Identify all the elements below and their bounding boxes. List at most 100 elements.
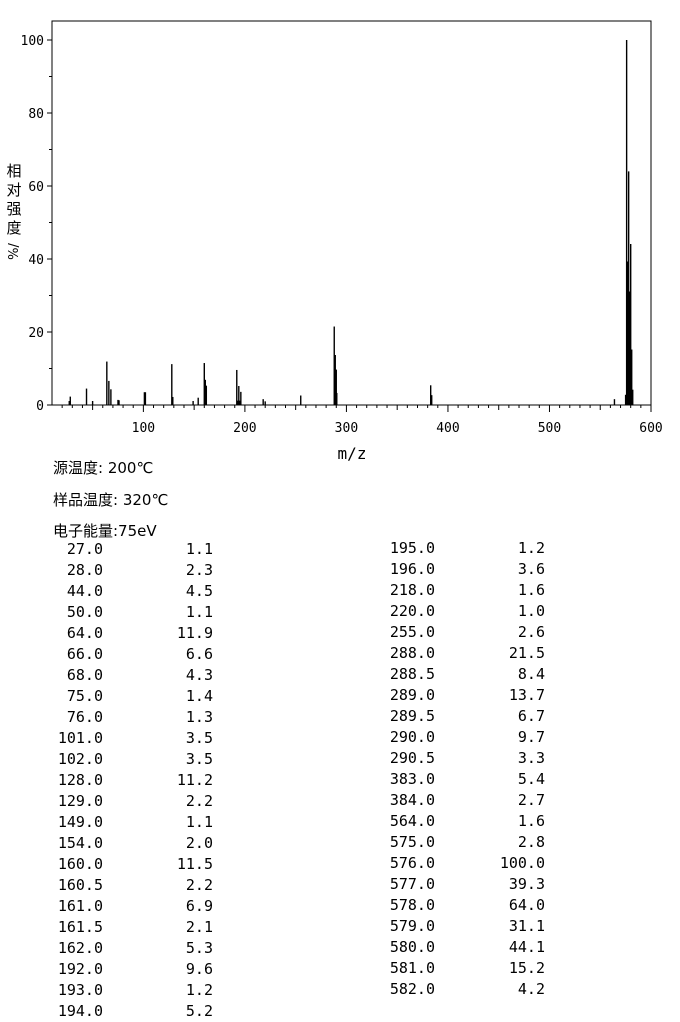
mz-value: 27.0: [66, 540, 103, 558]
peak-row: 581.0 15.2: [380, 958, 545, 979]
peak-row: 102.0 3.5: [50, 749, 213, 770]
mz-value: 195.0: [389, 539, 435, 557]
y-tick-label: 60: [28, 180, 44, 195]
peak-row: 27.0 1.1: [50, 539, 213, 560]
mz-value: 149.0: [57, 813, 103, 831]
peak-row: 579.0 31.1: [380, 916, 545, 937]
peak-row: 68.0 4.3: [50, 665, 213, 686]
mz-value: 162.0: [57, 939, 103, 957]
plot-frame: [51, 20, 652, 406]
mz-value: 192.0: [57, 960, 103, 978]
intensity-value: 13.7: [508, 686, 545, 704]
peak-row: 76.0 1.3: [50, 707, 213, 728]
peak-row: 64.0 11.9: [50, 623, 213, 644]
peak-row: 44.0 4.5: [50, 581, 213, 602]
y-tick-label: 80: [28, 107, 44, 122]
peak-row: 384.0 2.7: [380, 790, 545, 811]
intensity-value: 2.2: [185, 792, 213, 810]
x-tick-label: 100: [132, 421, 155, 436]
intensity-value: 1.2: [517, 539, 545, 557]
intensity-value: 3.3: [517, 749, 545, 767]
mz-value: 193.0: [57, 981, 103, 999]
intensity-value: 1.6: [517, 812, 545, 830]
peak-row: 154.0 2.0: [50, 833, 213, 854]
intensity-value: 44.1: [508, 938, 545, 956]
intensity-value: 5.2: [185, 1002, 213, 1020]
y-tick-label: 40: [28, 253, 44, 268]
x-tick-label: 400: [436, 421, 459, 436]
y-axis-label-char: 相: [6, 162, 22, 180]
intensity-value: 11.9: [176, 624, 213, 642]
mz-value: 384.0: [389, 791, 435, 809]
intensity-value: 39.3: [508, 875, 545, 893]
intensity-value: 3.5: [185, 729, 213, 747]
mz-value: 383.0: [389, 770, 435, 788]
peak-bars: [68, 40, 634, 405]
intensity-value: 100.0: [499, 854, 545, 872]
y-tick-label: 20: [28, 326, 44, 341]
intensity-value: 1.1: [185, 603, 213, 621]
peak-row: 220.0 1.0: [380, 601, 545, 622]
y-axis-label-char: 强: [6, 200, 22, 218]
y-tick-label: 100: [21, 34, 44, 49]
intensity-value: 2.3: [185, 561, 213, 579]
intensity-value: 1.4: [185, 687, 213, 705]
mz-value: 64.0: [66, 624, 103, 642]
mz-value: 76.0: [66, 708, 103, 726]
mz-value: 290.5: [389, 749, 435, 767]
mz-value: 581.0: [389, 959, 435, 977]
peak-row: 101.0 3.5: [50, 728, 213, 749]
peak-row: 193.0 1.2: [50, 980, 213, 1001]
intensity-value: 2.6: [517, 623, 545, 641]
intensity-value: 15.2: [508, 959, 545, 977]
mz-value: 289.5: [389, 707, 435, 725]
intensity-value: 8.4: [517, 665, 545, 683]
peak-row: 577.0 39.3: [380, 874, 545, 895]
mz-value: 160.5: [57, 876, 103, 894]
mz-value: 102.0: [57, 750, 103, 768]
y-axis-unit: %/: [6, 243, 22, 260]
peak-row: 50.0 1.1: [50, 602, 213, 623]
peak-row: 128.0 11.2: [50, 770, 213, 791]
intensity-value: 6.6: [185, 645, 213, 663]
peak-row: 28.0 2.3: [50, 560, 213, 581]
mz-value: 218.0: [389, 581, 435, 599]
peak-row: 255.0 2.6: [380, 622, 545, 643]
intensity-value: 9.7: [517, 728, 545, 746]
peak-row: 162.0 5.3: [50, 938, 213, 959]
peak-row: 161.0 6.9: [50, 896, 213, 917]
peak-row: 66.0 6.6: [50, 644, 213, 665]
mz-value: 161.5: [57, 918, 103, 936]
x-tick-label: 300: [335, 421, 358, 436]
mz-value: 44.0: [66, 582, 103, 600]
intensity-value: 1.1: [185, 540, 213, 558]
intensity-value: 6.9: [185, 897, 213, 915]
intensity-value: 2.2: [185, 876, 213, 894]
mz-value: 129.0: [57, 792, 103, 810]
peak-row: 195.0 1.2: [380, 538, 545, 559]
mz-value: 288.0: [389, 644, 435, 662]
intensity-value: 6.7: [517, 707, 545, 725]
peak-row: 149.0 1.1: [50, 812, 213, 833]
peak-row: 288.5 8.4: [380, 664, 545, 685]
mz-value: 289.0: [389, 686, 435, 704]
mz-value: 161.0: [57, 897, 103, 915]
intensity-value: 21.5: [508, 644, 545, 662]
mz-value: 28.0: [66, 561, 103, 579]
electron-energy: 电子能量:75eV: [53, 522, 157, 540]
mz-value: 577.0: [389, 875, 435, 893]
mz-value: 290.0: [389, 728, 435, 746]
mz-value: 66.0: [66, 645, 103, 663]
intensity-value: 1.0: [517, 602, 545, 620]
intensity-value: 4.5: [185, 582, 213, 600]
mz-value: 288.5: [389, 665, 435, 683]
source-temperature: 源温度: 200℃: [53, 459, 154, 477]
y-tick-label: 0: [36, 399, 44, 414]
peak-row: 580.0 44.1: [380, 937, 545, 958]
intensity-value: 1.6: [517, 581, 545, 599]
intensity-value: 11.5: [176, 855, 213, 873]
peak-table-left: 27.0 1.1 28.0 2.3 44.0 4.5 50.0 1.1 64.0 11.9 66.0…: [50, 539, 213, 1022]
mz-value: 578.0: [389, 896, 435, 914]
x-axis: 100 200 300 400 500 600: [61, 405, 663, 436]
mz-value: 75.0: [66, 687, 103, 705]
